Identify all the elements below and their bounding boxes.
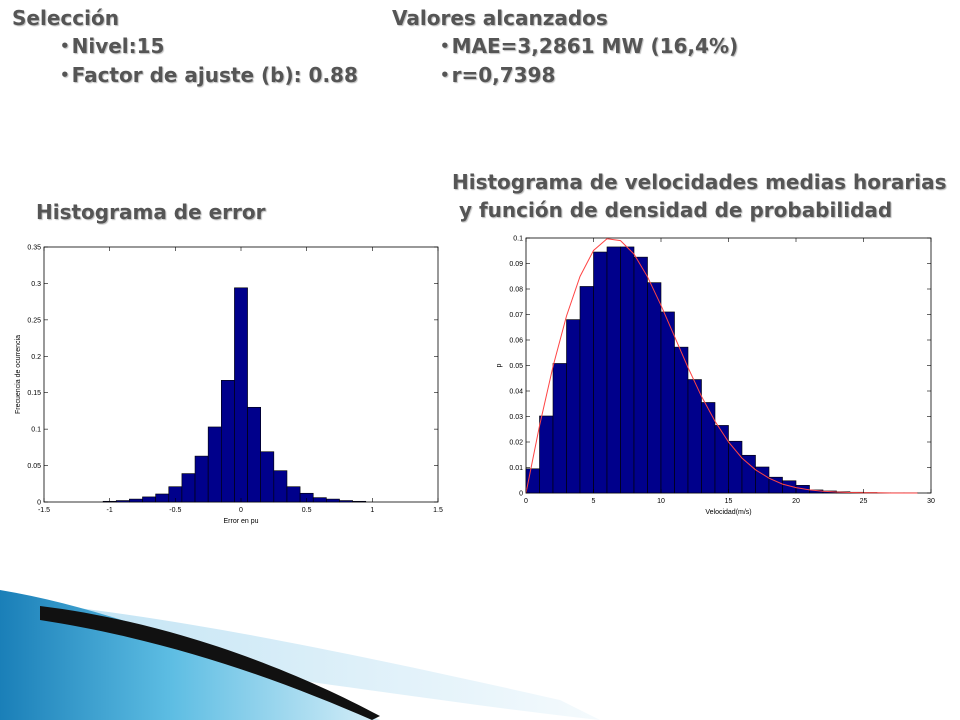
speed-bar	[728, 440, 743, 494]
error-xtick-label: 1.5	[433, 507, 443, 514]
error-ytick-label: 0.3	[31, 281, 41, 288]
error-xtick-label: -0.5	[169, 507, 181, 514]
speed-bar	[633, 256, 648, 494]
results-heading: Valores alcanzados	[392, 6, 608, 30]
speed-xlabel: Velocidad(m/s)	[705, 509, 751, 516]
error-bar	[352, 500, 367, 503]
speed-chart-title-line1: Histograma de velocidades medias horaria…	[452, 170, 947, 194]
speed-bar	[674, 346, 689, 494]
speed-ytick-label: 0.08	[509, 287, 523, 294]
error-xtick-label: 0	[239, 507, 243, 514]
speed-bar	[579, 286, 594, 494]
speed-ytick-label: 0.09	[509, 261, 523, 268]
error-xtick-label: 0.5	[302, 507, 312, 514]
speed-bar	[593, 251, 608, 494]
speed-xtick-label: 10	[657, 498, 665, 505]
results-list: MAE=3,2861 MW (16,4%) r=0,7398	[440, 32, 739, 90]
speed-ytick-label: 0.1	[513, 236, 523, 243]
error-ytick-label: 0.2	[31, 354, 41, 361]
speed-ytick-label: 0.02	[509, 440, 523, 447]
speed-ytick-label: 0	[519, 491, 523, 498]
error-xtick-label: -1	[107, 507, 113, 514]
error-ytick-label: 0.05	[27, 463, 41, 470]
error-xtick-label: -1.5	[38, 507, 50, 514]
speed-ytick-label: 0.04	[509, 389, 523, 396]
speed-bar	[566, 319, 581, 494]
speed-ylabel: p	[496, 363, 503, 367]
speed-bar	[620, 246, 635, 494]
speed-ytick-label: 0.01	[509, 465, 523, 472]
results-r-item: r=0,7398	[440, 61, 738, 90]
speed-ytick-label: 0.07	[509, 312, 523, 319]
speed-chart-title-line2: y función de densidad de probabilidad	[452, 198, 893, 222]
speed-ytick-label: 0.05	[509, 363, 523, 370]
results-mae-item: MAE=3,2861 MW (16,4%)	[440, 32, 739, 61]
selection-factor-item: Factor de ajuste (b): 0.88	[60, 61, 358, 90]
error-chart-title: Histograma de error	[36, 200, 266, 224]
speed-xtick-label: 15	[725, 498, 733, 505]
error-ytick-label: 0.25	[27, 317, 41, 324]
speed-bar	[701, 402, 716, 494]
speed-bar	[606, 246, 621, 494]
speed-pdf-curve	[525, 238, 918, 494]
speed-xtick-label: 0	[524, 498, 528, 505]
error-ytick-label: 0.1	[31, 427, 41, 434]
error-ytick-label: 0.35	[27, 245, 41, 252]
selection-list: Nivel:15 Factor de ajuste (b): 0.88	[60, 32, 358, 90]
speed-bar	[687, 379, 702, 494]
error-bar	[273, 470, 288, 503]
speed-bar	[660, 311, 675, 494]
speed-xtick-label: 25	[860, 498, 868, 505]
speed-xtick-label: 5	[592, 498, 596, 505]
speed-ytick-label: 0.03	[509, 414, 523, 421]
speed-bar	[647, 282, 662, 494]
speed-bar	[552, 363, 567, 494]
error-ylabel: Frecuencia de ocurrencia	[15, 335, 22, 414]
speed-xtick-label: 30	[927, 498, 935, 505]
speed-bar	[741, 454, 756, 494]
error-xtick-label: 1	[370, 507, 374, 514]
speed-bar	[539, 415, 554, 494]
error-ytick-label: 0.15	[27, 390, 41, 397]
error-xlabel: Error en pu	[223, 518, 258, 525]
selection-heading: Selección	[12, 6, 119, 30]
speed-xtick-label: 20	[792, 498, 800, 505]
selection-level-item: Nivel:15	[60, 32, 358, 61]
speed-ytick-label: 0.06	[509, 338, 523, 345]
error-ytick-label: 0	[37, 500, 41, 507]
speed-bar	[714, 425, 729, 494]
